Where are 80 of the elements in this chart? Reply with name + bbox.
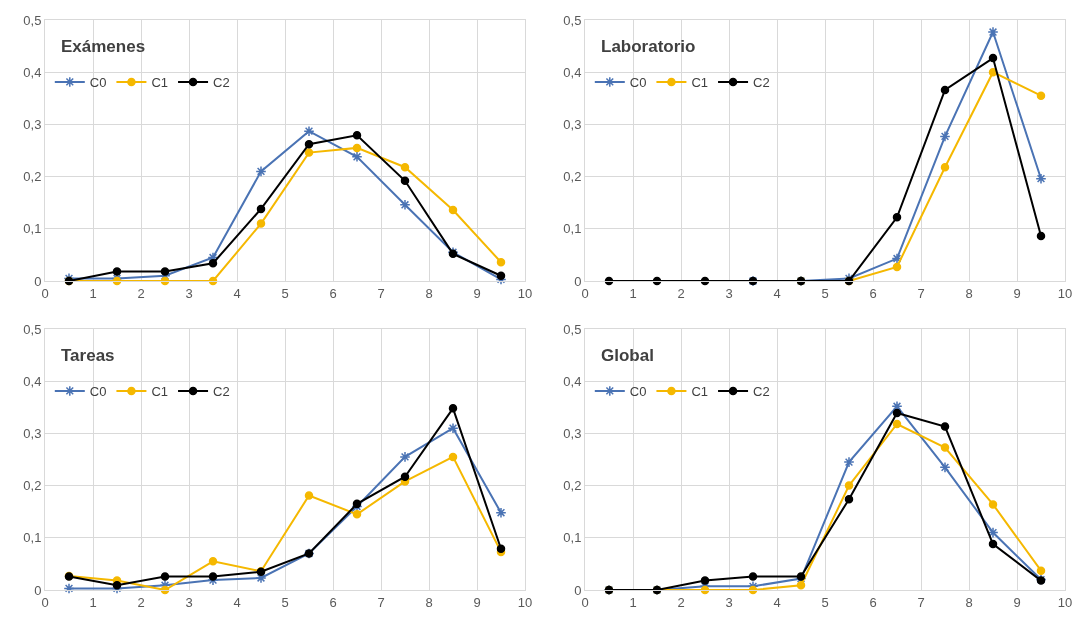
legend-label: C0 [629,384,647,399]
y-tick-label: 0,1 [23,530,42,546]
legend-label: C0 [89,384,107,399]
x-tick-label: 4 [233,285,241,301]
legend-label: C1 [151,384,169,399]
y-tick-label: 0,2 [563,478,582,494]
x-tick-label: 7 [917,594,925,610]
x-tick-label: 10 [517,285,533,301]
x-tick-label: 9 [1013,285,1021,301]
x-tick-label: 8 [425,285,433,301]
x-tick-label: 8 [965,594,973,610]
x-tick-label: 3 [185,285,193,301]
x-tick-label: 5 [281,285,289,301]
x-tick-label: 7 [917,285,925,301]
y-tick-label: 0,3 [23,116,42,132]
legend-label: C2 [753,384,770,399]
y-tick-label: 0,2 [563,169,582,185]
x-tick-label: 8 [425,594,433,610]
x-tick-label: 1 [629,594,637,610]
y-tick-label: 0,3 [563,116,582,132]
y-tick-label: 0,4 [563,373,582,389]
legend-label: C1 [691,75,709,90]
y-tick-label: 0,4 [23,373,42,389]
legend-label: C2 [213,75,230,90]
y-tick-label: 0,1 [563,221,582,237]
y-tick-label: 0 [34,582,42,598]
y-tick-label: 0 [574,273,582,289]
y-tick-label: 0,3 [23,425,42,441]
legend-label: C2 [753,75,770,90]
x-tick-label: 4 [233,594,241,610]
y-tick-label: 0 [574,582,582,598]
x-tick-label: 2 [677,594,685,610]
x-tick-label: 1 [629,285,637,301]
y-tick-label: 0,2 [23,478,42,494]
y-tick-label: 0,5 [563,12,582,28]
x-tick-label: 4 [773,285,781,301]
x-tick-label: 1 [89,594,97,610]
x-tick-label: 3 [725,285,733,301]
legend-label: C0 [89,75,107,90]
x-tick-label: 2 [677,285,685,301]
legend-label: C1 [151,75,169,90]
y-tick-label: 0,4 [563,64,582,80]
x-tick-label: 7 [377,594,385,610]
x-tick-label: 10 [1057,594,1073,610]
x-tick-label: 6 [329,594,337,610]
text: Tareas [61,346,115,365]
text: Laboratorio [601,37,696,56]
y-tick-label: 0,1 [23,221,42,237]
y-tick-label: 0,5 [23,321,42,337]
x-tick-label: 2 [137,594,145,610]
y-tick-label: 0,3 [563,425,582,441]
text: Exámenes [61,37,146,56]
y-tick-label: 0,4 [23,64,42,80]
y-tick-label: 0,5 [563,321,582,337]
x-tick-label: 8 [965,285,973,301]
x-tick-label: 6 [869,285,877,301]
x-tick-label: 9 [473,594,481,610]
x-tick-label: 3 [185,594,193,610]
x-tick-label: 5 [821,285,829,301]
x-tick-label: 4 [773,594,781,610]
x-tick-label: 9 [473,285,481,301]
y-tick-label: 0,2 [23,169,42,185]
y-tick-label: 0 [34,273,42,289]
x-tick-label: 2 [137,285,145,301]
y-tick-label: 0,5 [23,12,42,28]
x-tick-label: 5 [821,594,829,610]
y-tick-label: 0,1 [563,530,582,546]
x-tick-label: 6 [329,285,337,301]
x-tick-label: 1 [89,285,97,301]
legend-label: C2 [213,384,230,399]
x-tick-label: 7 [377,285,385,301]
x-tick-label: 9 [1013,594,1021,610]
x-tick-label: 10 [1057,285,1073,301]
x-tick-label: 5 [281,594,289,610]
x-tick-label: 6 [869,594,877,610]
text: Global [601,346,654,365]
x-tick-label: 10 [517,594,533,610]
legend-label: C1 [691,384,709,399]
legend-label: C0 [629,75,647,90]
x-tick-label: 3 [725,594,733,610]
